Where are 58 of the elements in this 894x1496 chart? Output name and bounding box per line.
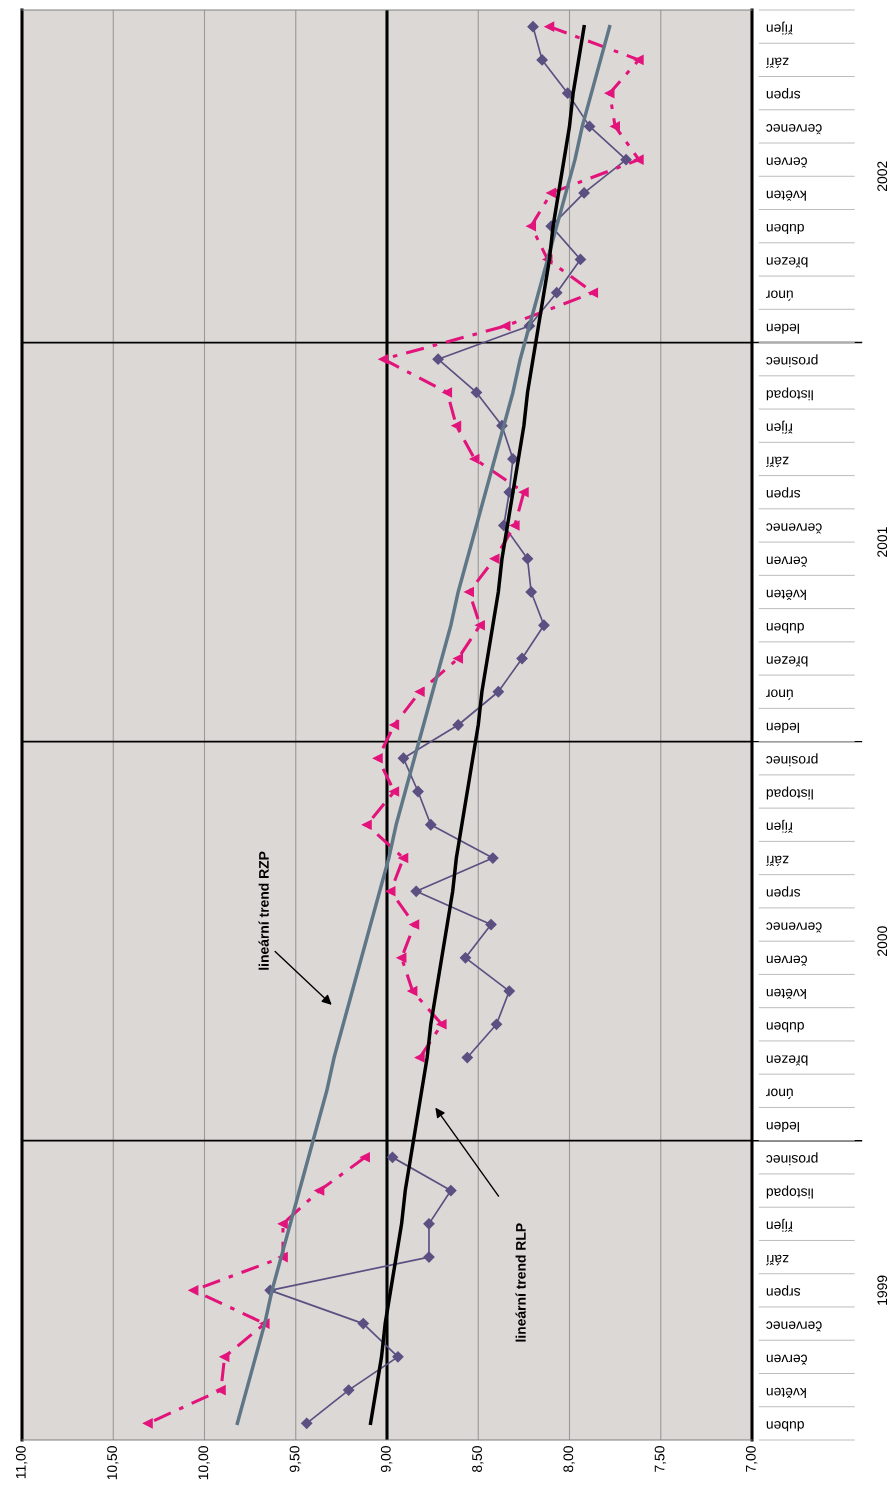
x-tick-label: 8,50 xyxy=(472,1446,484,1472)
y-tick-label: prosinec xyxy=(766,753,818,767)
x-tick-label: 7,50 xyxy=(654,1446,667,1472)
y-tick-label: říjen xyxy=(766,21,793,35)
text: 2002 xyxy=(877,161,888,192)
y-tick-label: září xyxy=(765,57,789,68)
y-tick-label: červenec xyxy=(766,523,822,534)
y-tick-label: srpen xyxy=(766,487,801,498)
x-tick-label: 9,00 xyxy=(380,1446,393,1472)
x-tick-label: 9,50 xyxy=(289,1446,302,1472)
x-tick-label: 10,50 xyxy=(107,1446,119,1480)
y-tick-label: listopad xyxy=(766,1185,813,1199)
x-tick-label: 7,00 xyxy=(745,1446,758,1472)
y-tick-label: červenec xyxy=(766,124,822,135)
y-tick-label: červenec xyxy=(766,922,822,933)
y-tick-label: květen xyxy=(766,190,806,201)
y-tick-label: říjen xyxy=(766,819,793,833)
y-tick-label: únor xyxy=(766,1088,793,1099)
y-tick-label: květen xyxy=(766,1387,806,1399)
y-tick-label: březen xyxy=(766,656,808,667)
y-tick-label: červen xyxy=(766,955,807,966)
y-tick-label: březen xyxy=(766,1055,808,1066)
x-tick-label: 11,00 xyxy=(15,1446,28,1479)
y-tick-label: leden xyxy=(766,722,799,733)
y-tick-label: říjen xyxy=(766,420,793,434)
y-tick-label: září xyxy=(765,855,789,867)
y-tick-label: květen xyxy=(766,589,806,600)
annotation: lineární trend RZP xyxy=(258,851,269,970)
y-tick-label: leden xyxy=(766,1121,799,1132)
y-tick-label: červenec xyxy=(766,1321,822,1332)
y-tick-label: listopad xyxy=(766,387,813,401)
y-tick-label: červen xyxy=(766,556,807,567)
y-tick-label: únor xyxy=(766,689,793,700)
y-tick-label: prosinec xyxy=(766,354,818,368)
y-tick-label: říjen xyxy=(766,1218,793,1232)
x-tick-label: 8,00 xyxy=(563,1446,575,1472)
y-tick-label: duben xyxy=(766,1421,804,1432)
text: 2000 xyxy=(877,926,888,956)
y-tick-label: duben xyxy=(766,1022,804,1033)
y-tick-label: září xyxy=(765,1254,789,1266)
y-tick-label: leden xyxy=(766,323,799,334)
y-tick-label: duben xyxy=(766,223,804,235)
text: 1999 xyxy=(877,1275,888,1305)
y-tick-label: listopad xyxy=(766,786,813,800)
annotation: lineární trend RLP xyxy=(515,1223,526,1342)
x-tick-label: 10,00 xyxy=(198,1446,210,1480)
y-tick-label: září xyxy=(765,456,789,468)
y-tick-label: květen xyxy=(766,988,806,1000)
y-tick-label: srpen xyxy=(766,886,801,897)
text: 2001 xyxy=(877,527,888,557)
y-tick-label: duben xyxy=(766,622,804,634)
y-tick-label: březen xyxy=(766,257,808,268)
y-tick-label: červen xyxy=(766,1354,807,1365)
y-tick-label: červen xyxy=(766,157,807,168)
y-tick-label: únor xyxy=(766,290,793,301)
y-tick-label: srpen xyxy=(766,88,801,99)
y-tick-label: prosinec xyxy=(766,1152,818,1166)
y-tick-label: srpen xyxy=(766,1285,801,1296)
